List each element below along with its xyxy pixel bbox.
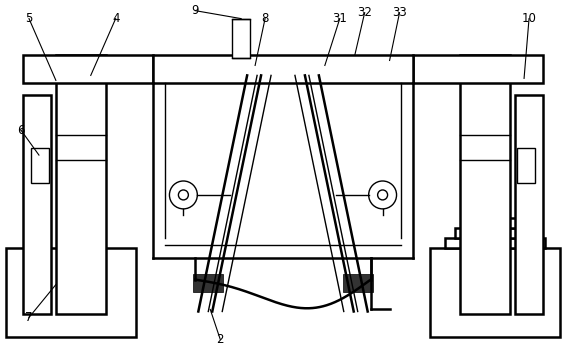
Bar [515,95,543,314]
Bar [460,55,510,314]
Bar [455,228,535,238]
Text: 6: 6 [18,124,25,137]
Bar [465,218,525,228]
Bar [23,55,152,83]
Text: 31: 31 [332,12,347,25]
Text: 8: 8 [261,12,269,25]
Bar [56,55,106,314]
Bar [31,148,49,183]
Bar [232,19,250,58]
Bar [445,238,545,248]
Bar [194,274,223,291]
Text: 9: 9 [192,4,199,17]
Bar [430,248,560,337]
Bar [414,55,543,83]
Text: 5: 5 [25,12,33,25]
Bar [23,95,51,314]
Text: 4: 4 [112,12,119,25]
Text: 33: 33 [392,6,407,19]
Text: 32: 32 [357,6,372,19]
Text: 7: 7 [25,311,33,324]
Bar [517,148,535,183]
Bar [343,274,372,291]
Text: 2: 2 [216,333,224,346]
Bar [6,248,136,337]
Bar [152,55,414,83]
Text: 10: 10 [522,12,537,25]
